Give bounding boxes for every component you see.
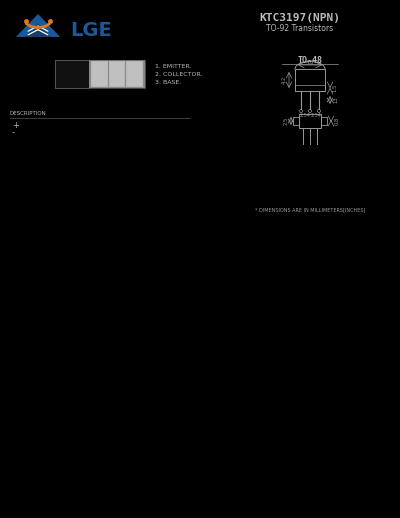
Text: DESCRIPTION: DESCRIPTION: [10, 110, 47, 116]
Text: 13: 13: [334, 97, 338, 103]
Bar: [89, 60, 145, 88]
Bar: [295, 69, 325, 91]
Text: 2.5: 2.5: [284, 117, 288, 125]
Bar: [126, 61, 143, 87]
Text: 2.54: 2.54: [310, 112, 322, 118]
Text: LGE: LGE: [70, 21, 112, 39]
Bar: [91, 61, 108, 87]
Text: TO-92 Transistors: TO-92 Transistors: [266, 23, 334, 33]
Text: 2.54: 2.54: [300, 112, 310, 118]
Polygon shape: [16, 14, 60, 37]
Bar: [299, 114, 321, 128]
Text: 3. BASE.: 3. BASE.: [155, 79, 181, 84]
Text: TO-48: TO-48: [298, 55, 322, 65]
Text: 0.8: 0.8: [334, 117, 340, 125]
Text: 4.2: 4.2: [282, 76, 286, 84]
Bar: [109, 61, 125, 87]
Text: 2. COLLECTOR.: 2. COLLECTOR.: [155, 71, 202, 77]
Polygon shape: [25, 23, 51, 37]
Text: -: -: [12, 128, 15, 137]
Text: KTC3197(NPN): KTC3197(NPN): [260, 13, 340, 23]
Text: 1. EMITTER.: 1. EMITTER.: [155, 64, 192, 68]
Text: * DIMENSIONS ARE IN MILLIMETERS[INCHES]: * DIMENSIONS ARE IN MILLIMETERS[INCHES]: [255, 208, 365, 212]
Bar: [55, 60, 145, 88]
Bar: [293, 117, 299, 125]
Bar: [55, 60, 89, 88]
Text: 4.8: 4.8: [306, 60, 314, 65]
Text: 1.5: 1.5: [332, 84, 338, 92]
Bar: [321, 117, 327, 125]
Text: +: +: [12, 121, 19, 130]
